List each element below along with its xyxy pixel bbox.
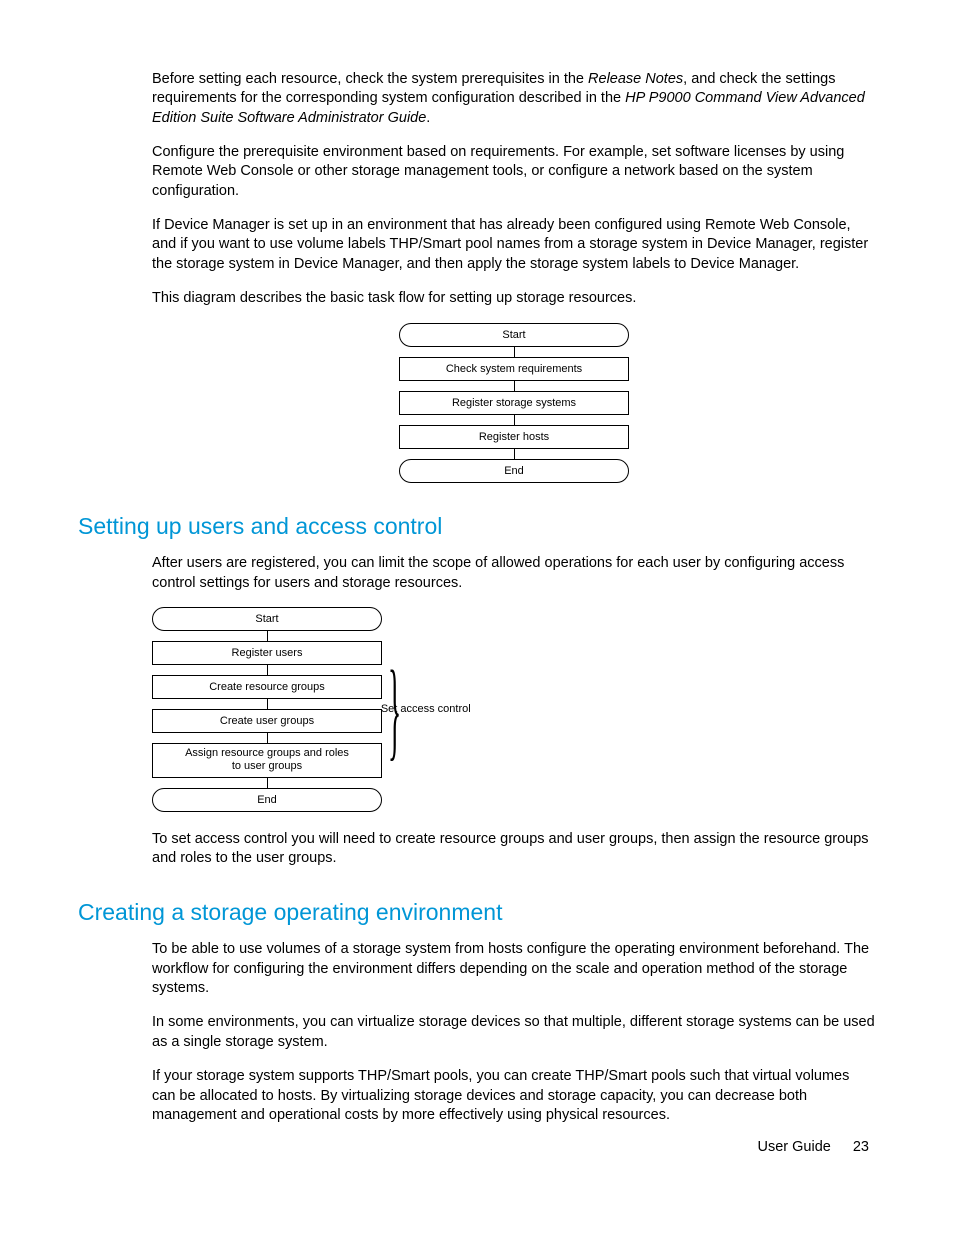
flowchart-storage-resources: Start Check system requirements Register… bbox=[152, 323, 876, 483]
paragraph-intro-2: Configure the prerequisite environment b… bbox=[152, 143, 876, 202]
paragraph-env-2: In some environments, you can virtualize… bbox=[152, 1013, 876, 1052]
flow-step: Create resource groups bbox=[152, 675, 382, 699]
flow-end: End bbox=[152, 788, 382, 812]
flow-step: Register storage systems bbox=[399, 391, 629, 415]
flow-connector bbox=[267, 733, 268, 743]
flow-start: Start bbox=[399, 323, 629, 347]
text: Before setting each resource, check the … bbox=[152, 71, 588, 87]
heading-users-access-control: Setting up users and access control bbox=[78, 513, 876, 540]
flowchart-access-control: Start Register users Create resource gro… bbox=[152, 607, 876, 811]
paragraph-env-1: To be able to use volumes of a storage s… bbox=[152, 940, 876, 999]
paragraph-intro-1: Before setting each resource, check the … bbox=[152, 70, 876, 129]
text: to user groups bbox=[232, 760, 302, 772]
flow-connector bbox=[514, 415, 515, 425]
flow-connector bbox=[267, 631, 268, 641]
paragraph-intro-4: This diagram describes the basic task fl… bbox=[152, 289, 876, 309]
text: . bbox=[426, 110, 430, 126]
flow-connector bbox=[267, 778, 268, 788]
page-footer: User Guide 23 bbox=[757, 1139, 869, 1155]
text-italic: Release Notes bbox=[588, 71, 683, 87]
footer-label: User Guide bbox=[757, 1139, 830, 1155]
flow-brace-group: } Set access control bbox=[388, 660, 471, 759]
document-page: Before setting each resource, check the … bbox=[0, 0, 954, 1235]
flow-step: Register hosts bbox=[399, 425, 629, 449]
flow-connector bbox=[514, 347, 515, 357]
paragraph-users-1: After users are registered, you can limi… bbox=[152, 554, 876, 593]
brace-icon: } bbox=[388, 660, 401, 759]
flow-connector bbox=[514, 381, 515, 391]
flow-step: Register users bbox=[152, 641, 382, 665]
paragraph-env-3: If your storage system supports THP/Smar… bbox=[152, 1067, 876, 1126]
text: Assign resource groups and roles bbox=[185, 747, 349, 759]
paragraph-intro-3: If Device Manager is set up in an enviro… bbox=[152, 216, 876, 275]
flow-step: Assign resource groups and roles to user… bbox=[152, 743, 382, 777]
flow-end: End bbox=[399, 459, 629, 483]
paragraph-users-2: To set access control you will need to c… bbox=[152, 830, 876, 869]
flow-start: Start bbox=[152, 607, 382, 631]
flow-connector bbox=[267, 699, 268, 709]
flow-step: Check system requirements bbox=[399, 357, 629, 381]
flow-connector bbox=[514, 449, 515, 459]
flow-connector bbox=[267, 665, 268, 675]
heading-storage-env: Creating a storage operating environment bbox=[78, 899, 876, 926]
page-number: 23 bbox=[853, 1139, 869, 1155]
flow-step: Create user groups bbox=[152, 709, 382, 733]
